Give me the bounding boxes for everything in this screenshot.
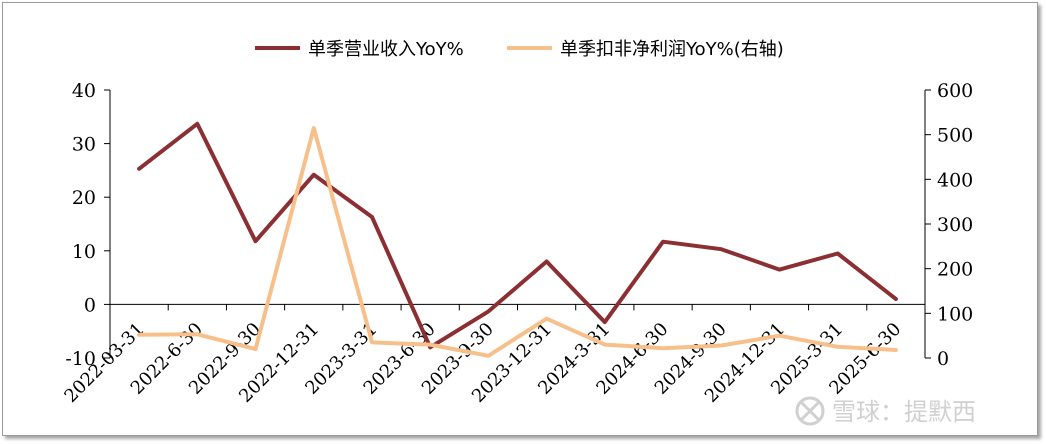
x-axis-ticks: 2022-03-312022-6-302022-9-302022-12-3120… [60, 319, 905, 407]
left-tick-label: 0 [84, 294, 96, 316]
left-tick-label: 10 [72, 241, 96, 263]
series-lines [137, 121, 898, 358]
left-tick-label: 20 [72, 187, 96, 209]
chart-frame [2, 2, 1038, 436]
series-line-profit [137, 126, 898, 358]
left-tick-label: -10 [65, 348, 96, 370]
right-tick-label: 600 [937, 80, 973, 102]
legend-label-revenue: 单季营业收入YoY% [308, 39, 464, 60]
left-axis-ticks: -10 0 10 20 30 40 [65, 80, 110, 370]
right-tick-label: 500 [937, 125, 973, 147]
left-tick-label: 30 [72, 134, 96, 156]
watermark-text: 雪球：提默西 [832, 398, 976, 426]
series-line-revenue [137, 121, 898, 350]
right-tick-label: 400 [937, 169, 973, 191]
right-tick-label: 0 [937, 348, 949, 370]
right-tick-label: 100 [937, 303, 973, 325]
axes [109, 90, 926, 358]
right-tick-label: 200 [937, 259, 973, 281]
snowball-logo-icon [795, 396, 825, 426]
watermark: 雪球：提默西 [795, 396, 976, 426]
legend-label-profit: 单季扣非净利润YoY%(右轴) [560, 39, 784, 60]
right-tick-label: 300 [937, 214, 973, 236]
right-axis-ticks: 0 100 200 300 400 500 600 [925, 80, 973, 370]
left-tick-label: 40 [72, 80, 96, 102]
legend: 单季营业收入YoY% 单季扣非净利润YoY%(右轴) [255, 39, 784, 60]
